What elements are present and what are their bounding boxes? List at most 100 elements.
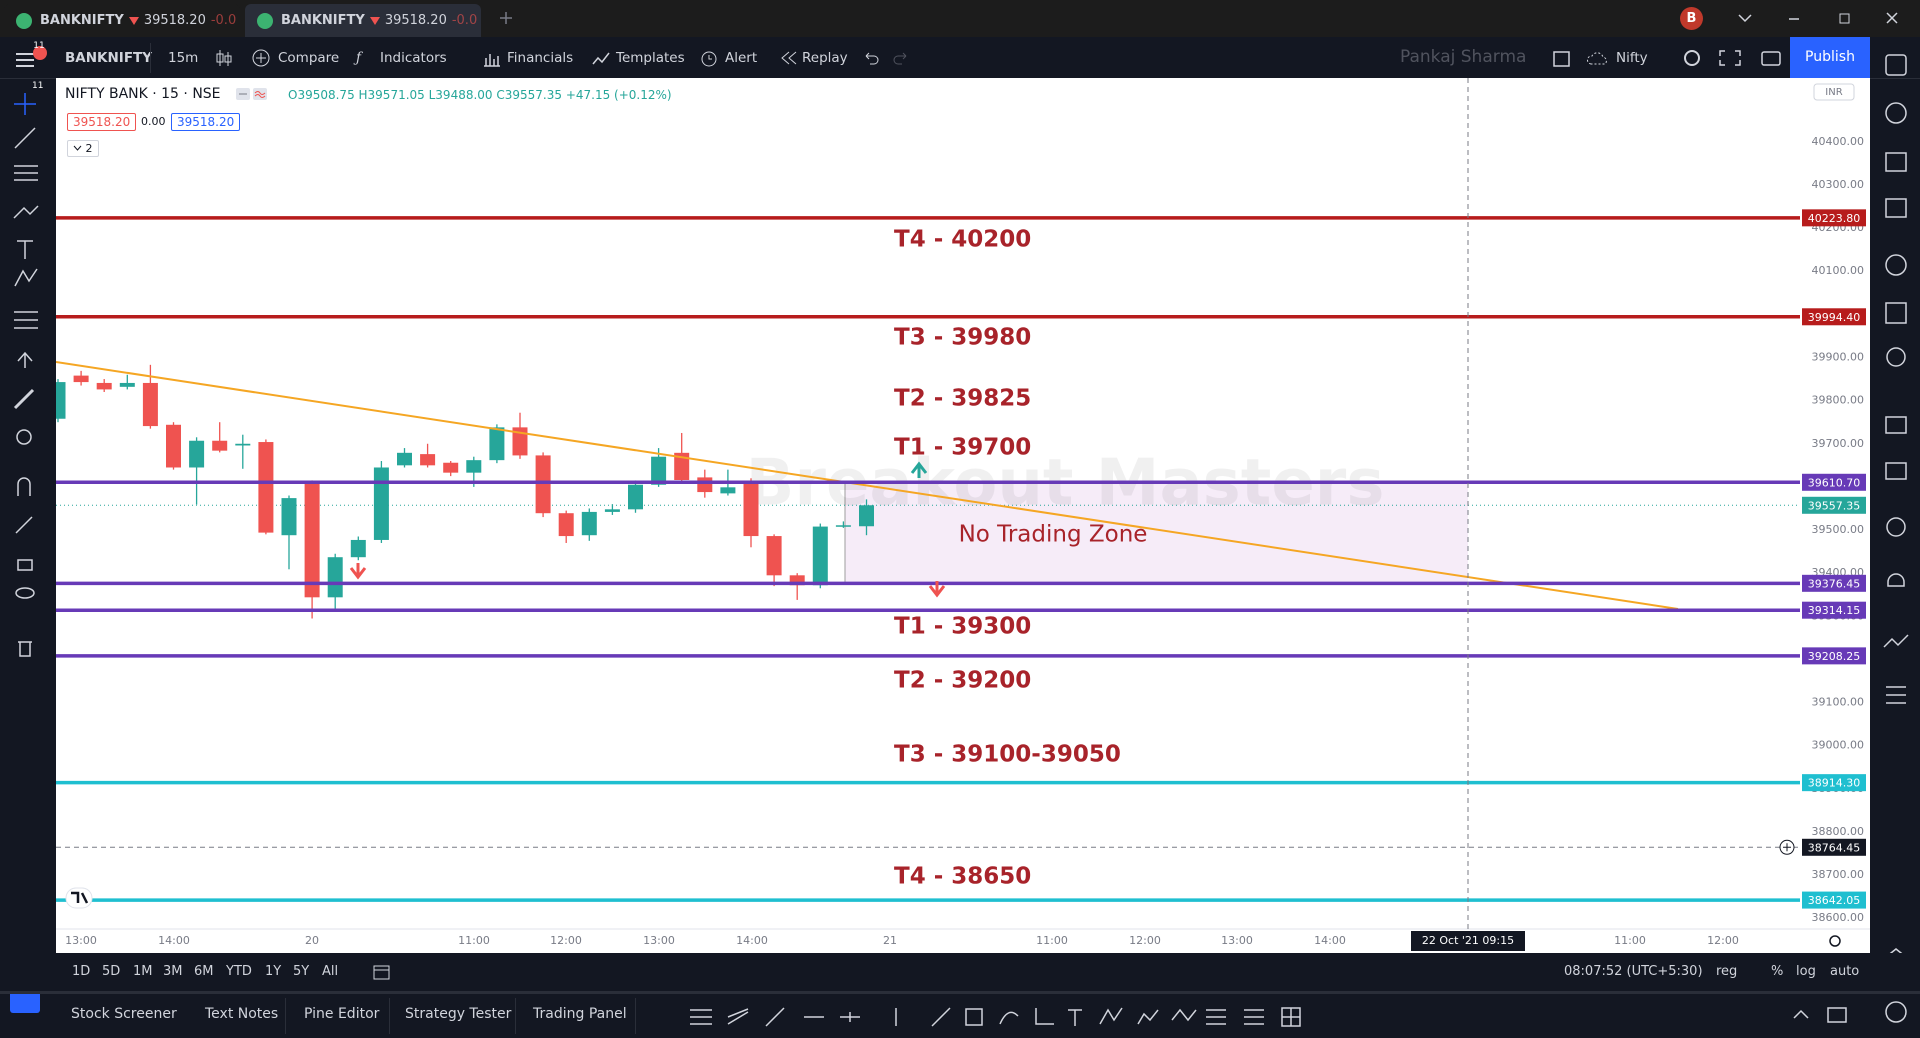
x-tick-label: 14:00 [158, 934, 190, 947]
currency: INR [1825, 87, 1842, 98]
session[interactable]: reg [1716, 964, 1738, 979]
compare[interactable]: Compare [278, 50, 340, 66]
lock-tool[interactable] [17, 559, 33, 571]
percent-toggle[interactable]: % [1771, 964, 1784, 979]
range[interactable]: 3M [163, 964, 183, 979]
fib-tool[interactable] [14, 165, 38, 181]
maximize[interactable] [1839, 13, 1850, 24]
financials[interactable]: Financials [507, 50, 574, 66]
tab-price: 39518.20 [384, 13, 447, 28]
indicators[interactable]: Indicators [380, 50, 447, 66]
snapshot[interactable] [1761, 51, 1781, 66]
help[interactable] [1885, 1001, 1907, 1023]
text-tool[interactable] [17, 240, 33, 259]
ruler-tool[interactable] [13, 388, 35, 410]
legend-title: NIFTY BANK · 15 · NSE [65, 86, 221, 102]
new-tab[interactable] [498, 10, 514, 26]
delete-tool[interactable] [18, 641, 32, 657]
range[interactable]: All [322, 964, 339, 979]
ideas[interactable] [1886, 347, 1906, 367]
target-label: T2 - 39200 [894, 668, 1031, 694]
y-tick-label: 39800.00 [1812, 394, 1865, 407]
settings[interactable] [1684, 50, 1700, 66]
templates[interactable]: Templates [616, 50, 685, 66]
replay-icon [781, 51, 797, 65]
candle-body [581, 511, 597, 536]
candle-body [812, 526, 828, 586]
help-live[interactable] [1886, 517, 1906, 537]
window-controls [1738, 12, 1898, 24]
legend-toggles[interactable] [236, 88, 270, 100]
arrow-tool[interactable] [17, 351, 33, 368]
brush-tool[interactable] [13, 205, 39, 219]
zone-label: No Trading Zone [959, 522, 1148, 548]
bid[interactable]: 39518.20 [67, 113, 137, 131]
panel-tab[interactable]: Text Notes [205, 1006, 279, 1022]
no-trading-zone [845, 482, 1468, 584]
zoom-tool[interactable] [16, 429, 32, 445]
tab-change: -0.0 [451, 13, 478, 28]
panel-tab[interactable]: Stock Screener [71, 1006, 177, 1022]
range[interactable]: 6M [194, 964, 214, 979]
hide-tool[interactable] [15, 587, 35, 599]
range[interactable]: 5D [102, 964, 121, 979]
fullscreen[interactable] [1719, 50, 1741, 66]
range[interactable]: 1D [72, 964, 91, 979]
chart-style[interactable] [214, 48, 234, 68]
select-icon[interactable] [1552, 49, 1572, 69]
data-window[interactable] [1885, 152, 1907, 172]
streams[interactable] [1885, 416, 1907, 434]
close[interactable] [1886, 12, 1898, 24]
range[interactable]: 5Y [293, 964, 310, 979]
dom[interactable] [1883, 634, 1909, 648]
alert[interactable]: Alert [725, 50, 758, 66]
range[interactable]: 1M [133, 964, 153, 979]
pattern-tool[interactable] [14, 268, 38, 287]
notifications[interactable] [1887, 573, 1905, 587]
range[interactable]: YTD [226, 964, 252, 979]
menu[interactable] [14, 46, 50, 72]
crosshair-tool[interactable] [14, 93, 36, 115]
goto-date[interactable] [372, 963, 392, 981]
avatar[interactable]: B [1680, 7, 1703, 30]
panel-tab[interactable]: Trading Panel [533, 1006, 627, 1022]
undo-redo[interactable] [862, 50, 912, 66]
chats[interactable] [1885, 462, 1907, 480]
auto-toggle[interactable]: auto [1830, 964, 1860, 979]
log-toggle[interactable]: log [1796, 964, 1816, 979]
panel-controls[interactable] [1790, 1004, 1860, 1026]
candle-body [166, 424, 181, 468]
panel-tab[interactable]: Pine Editor [304, 1006, 380, 1022]
candle-body [212, 440, 228, 451]
panel-tab[interactable]: Strategy Tester [405, 1006, 512, 1022]
tab-active[interactable]: BANKNIFTY 39518.20 -0.0 [245, 4, 481, 37]
clock: 08:07:52 (UTC+5:30) [1564, 964, 1703, 979]
publish-button[interactable]: Publish [1790, 37, 1870, 78]
arrow-down [928, 581, 946, 598]
symbol-search[interactable]: BANKNIFTY [65, 50, 153, 66]
interval[interactable]: 15m [168, 50, 199, 66]
layout-name[interactable]: Nifty [1616, 50, 1648, 66]
ask[interactable]: 39518.20 [171, 113, 241, 131]
hotlists[interactable] [1885, 198, 1907, 218]
events[interactable] [1885, 302, 1907, 324]
calendar[interactable] [1885, 254, 1907, 276]
magnet-tool[interactable] [17, 477, 31, 496]
order-panel[interactable] [1886, 686, 1906, 704]
forecast-tool[interactable] [14, 311, 38, 329]
watchlist[interactable] [1885, 54, 1907, 76]
candle-body [350, 539, 366, 558]
draw-mode[interactable] [15, 516, 33, 534]
candle-body [466, 460, 482, 473]
alerts[interactable] [1885, 102, 1907, 124]
collapse[interactable] [1738, 14, 1752, 23]
toolbar-icons [1684, 50, 1781, 66]
layout-user: Pankaj Sharma [1400, 47, 1527, 67]
trend-tool[interactable] [14, 127, 36, 149]
replay[interactable]: Replay [802, 50, 848, 66]
range[interactable]: 1Y [265, 964, 282, 979]
indicator-toggle[interactable]: 2 [67, 140, 99, 157]
tab[interactable]: BANKNIFTY 39518.20 -0.0 [4, 4, 240, 37]
templates-icon [592, 52, 610, 65]
